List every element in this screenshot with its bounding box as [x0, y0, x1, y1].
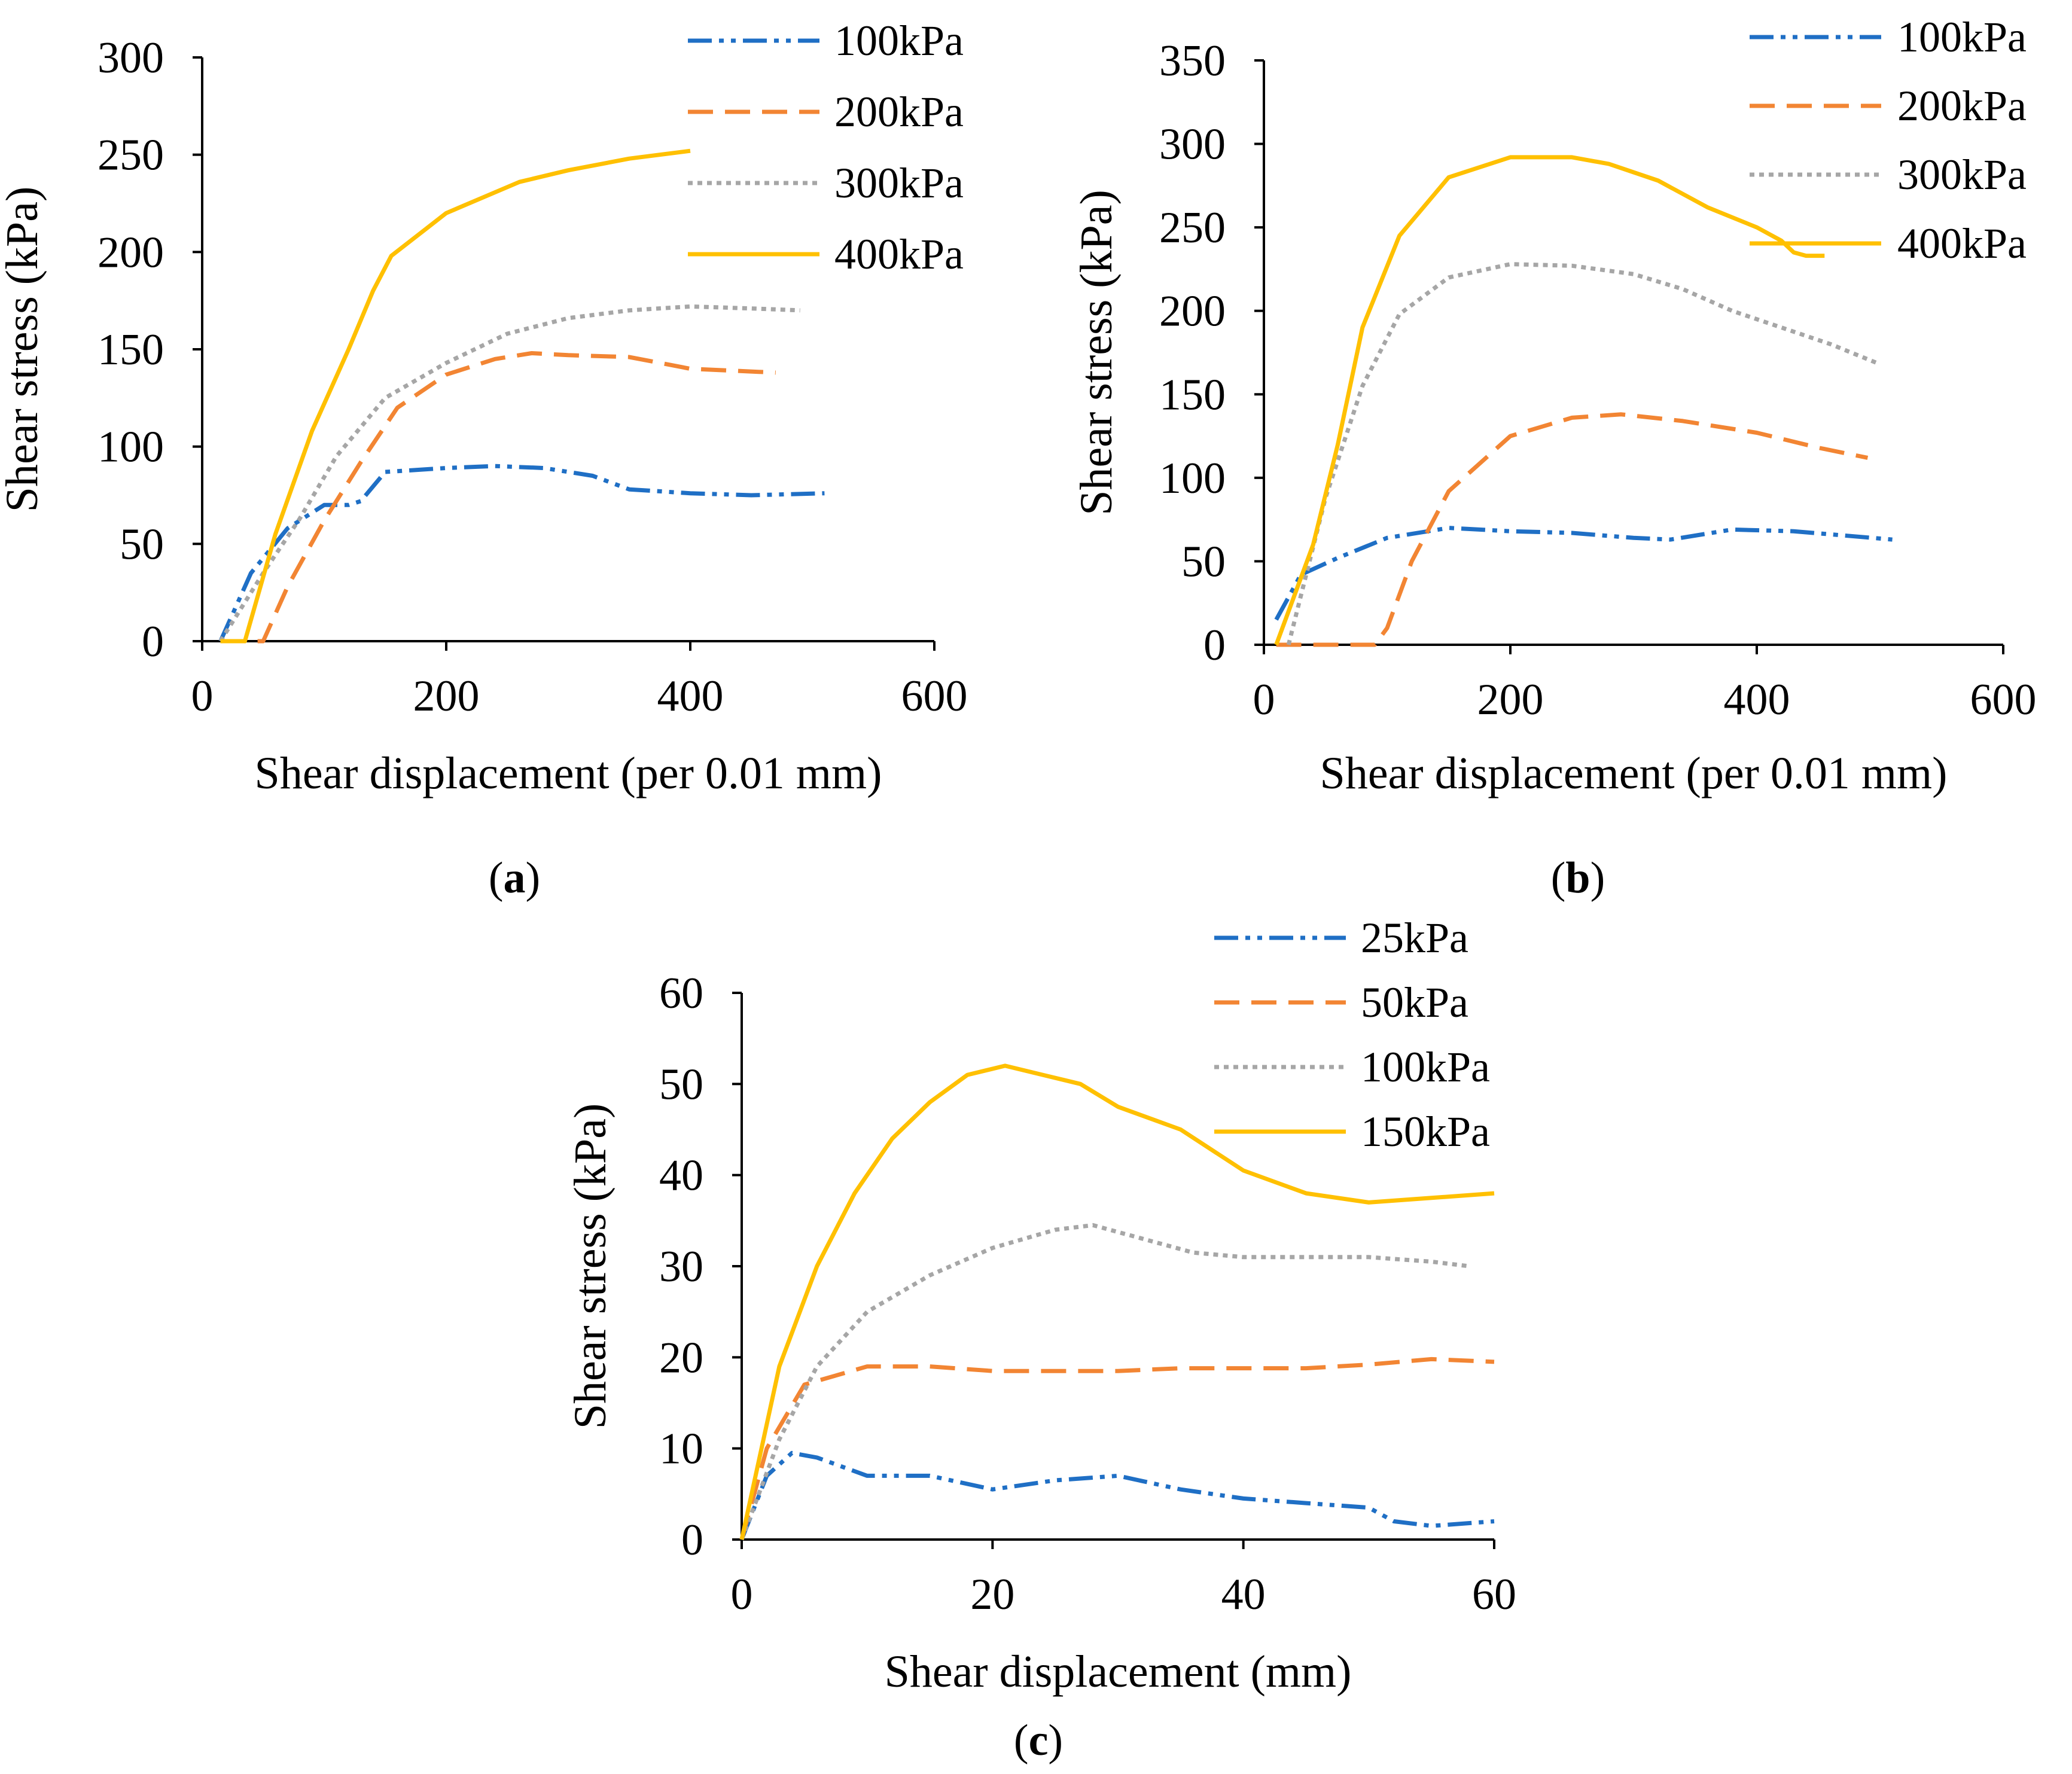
x-tick-label: 0 [191, 672, 214, 721]
panel-label-open-paren: ( [1551, 854, 1566, 903]
legend-label: 400kPa [1897, 220, 2027, 267]
chart-a: 0 50 100 150 200 250 300 0 200 400 600 Shear displa… [0, 17, 968, 903]
series-line-50kPa [739, 1357, 1495, 1540]
series-line-100kPa [739, 1223, 1470, 1541]
series-line-100kPa [1274, 526, 1893, 621]
y-tick-label: 10 [659, 1425, 703, 1474]
y-tick-label: 200 [97, 228, 164, 277]
series-line-200kPa [220, 351, 776, 644]
x-tick-label: 400 [1724, 675, 1790, 724]
series-line-100kPa [218, 464, 825, 642]
x-tick-label: 200 [1477, 675, 1544, 724]
legend-label: 50kPa [1361, 979, 1468, 1026]
y-axis-title: Shear stress (kPa) [565, 1104, 615, 1429]
panel-label-close-paren: ) [526, 854, 541, 903]
y-tick-label: 0 [1203, 621, 1226, 670]
y-axis-title: Shear stress (kPa) [0, 187, 47, 513]
y-tick-label: 20 [659, 1333, 703, 1382]
y-tick-label: 0 [681, 1516, 703, 1565]
y-tick-label: 50 [1181, 537, 1226, 586]
x-tick-label: 600 [901, 672, 968, 721]
panel-label: (b) [1551, 854, 1605, 903]
legend-label: 300kPa [1897, 151, 2027, 199]
x-axis-title: Shear displacement (mm) [885, 1647, 1352, 1697]
chart-b: 0 50 100 150 200 250 300 350 0 200 400 600 Shear dis… [1071, 13, 2037, 903]
y-tick-label: 250 [97, 131, 164, 180]
y-tick-label: 40 [659, 1151, 703, 1200]
panel-label-open-paren: ( [1014, 1716, 1029, 1765]
legend-label: 200kPa [1897, 82, 2027, 130]
x-axis-title: Shear displacement (per 0.01 mm) [1320, 748, 1948, 798]
y-tick-label: 150 [1159, 370, 1226, 419]
y-tick-label: 150 [97, 325, 164, 374]
x-tick-label: 600 [1970, 675, 2037, 724]
legend-label: 25kPa [1361, 914, 1468, 962]
x-tick-label: 400 [657, 672, 724, 721]
x-tick-label: 200 [413, 672, 480, 721]
y-tick-label: 30 [659, 1242, 703, 1291]
x-tick-label: 0 [731, 1570, 753, 1619]
panel-label-letter: c [1029, 1716, 1049, 1765]
series-line-150kPa [739, 1063, 1495, 1540]
y-tick-label: 60 [659, 969, 703, 1018]
y-tick-label: 50 [659, 1060, 703, 1109]
y-tick-label: 100 [97, 423, 164, 472]
y-tick-label: 250 [1159, 203, 1226, 252]
x-axis-title: Shear displacement (per 0.01 mm) [255, 748, 882, 798]
panel-label-open-paren: ( [489, 854, 504, 903]
series-line-200kPa [1276, 412, 1869, 647]
x-tick-label: 60 [1472, 1570, 1516, 1619]
chart-c: 0 10 20 30 40 50 60 0 20 40 60 Shear displacement (… [565, 914, 1516, 1765]
y-tick-label: 300 [1159, 120, 1226, 169]
y-tick-label: 100 [1159, 454, 1226, 503]
x-tick-label: 40 [1221, 1570, 1266, 1619]
panel-label-close-paren: ) [1048, 1716, 1063, 1765]
panel-label-letter: b [1565, 854, 1590, 903]
legend-label: 400kPa [834, 230, 964, 278]
legend-label: 100kPa [1361, 1043, 1490, 1091]
panel-label: (a) [489, 854, 540, 903]
series-line-400kPa [220, 148, 691, 644]
y-axis-title: Shear stress (kPa) [1071, 190, 1122, 516]
series-line-25kPa [739, 1450, 1495, 1541]
series-line-300kPa [218, 304, 800, 642]
y-tick-label: 50 [120, 520, 164, 569]
legend-label: 300kPa [834, 159, 964, 207]
panel-label-letter: a [504, 854, 526, 903]
y-tick-label: 300 [97, 33, 164, 83]
x-tick-label: 0 [1253, 675, 1275, 724]
y-tick-label: 0 [142, 617, 164, 666]
panel-label: (c) [1014, 1716, 1063, 1765]
series-line-400kPa [1274, 155, 1825, 646]
legend-label: 200kPa [834, 88, 964, 136]
y-tick-label: 200 [1159, 287, 1226, 336]
panel-label-close-paren: ) [1590, 854, 1605, 903]
x-tick-label: 20 [970, 1570, 1014, 1619]
legend-label: 150kPa [1361, 1108, 1490, 1156]
legend-label: 100kPa [1897, 13, 2027, 61]
legend-label: 100kPa [834, 17, 964, 65]
y-tick-label: 350 [1159, 36, 1226, 86]
series-line-300kPa [1286, 262, 1881, 645]
